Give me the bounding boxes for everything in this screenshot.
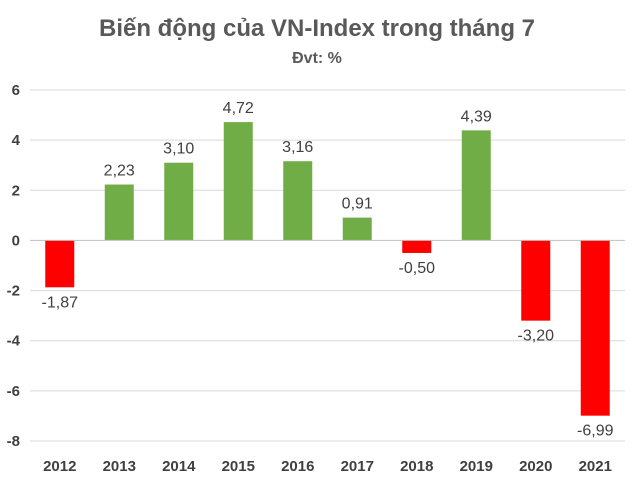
x-tick-label: 2015 [222,458,255,475]
x-tick-label: 2013 [103,458,136,475]
y-tick-label: 6 [12,82,20,99]
bar-2018 [402,240,432,253]
data-label: 3,16 [282,139,313,156]
bar-2019 [461,130,491,241]
chart-title: Biến động của VN-Index trong tháng 7 [99,15,535,42]
data-label: 4,72 [223,100,254,117]
data-label: -6,99 [577,423,614,440]
data-label: 3,10 [163,141,194,158]
data-label: -3,20 [518,328,555,345]
data-label: 2,23 [104,163,135,180]
bar-2021 [580,240,610,416]
data-label: -0,50 [399,260,436,277]
data-label: 0,91 [342,196,373,213]
y-tick-label: 2 [12,182,20,199]
y-tick-label: -8 [7,433,20,450]
chart-subtitle: Đvt: % [292,50,342,67]
x-tick-label: 2019 [460,458,493,475]
y-axis-ticks: 6 4 2 0 -2 -4 -6 -8 [7,82,21,450]
bar-2014 [164,162,194,241]
x-tick-label: 2021 [579,458,612,475]
bar-2020 [521,240,551,321]
bar-2013 [104,184,134,241]
y-tick-label: 4 [12,132,21,149]
y-tick-label: -6 [7,383,20,400]
bar-2012 [45,240,75,288]
y-tick-label: 0 [12,232,20,249]
x-tick-label: 2017 [341,458,374,475]
data-labels: -1,87 2,23 3,10 4,72 3,16 0,91 -0,50 4,39 -3,20 -… [42,100,614,440]
bar-2015 [223,122,253,241]
data-label: 4,39 [461,108,492,125]
x-tick-label: 2018 [400,458,433,475]
bars [45,122,610,416]
data-label: -1,87 [42,294,79,311]
x-axis-ticks: 2012 2013 2014 2015 2016 2017 2018 2019 2020 2021 [43,458,612,475]
y-tick-label: -2 [7,283,20,300]
x-tick-label: 2020 [519,458,552,475]
x-tick-label: 2014 [162,458,196,475]
bar-2016 [283,161,313,241]
x-tick-label: 2012 [43,458,76,475]
y-tick-label: -4 [7,333,21,350]
x-tick-label: 2016 [281,458,314,475]
bar-2017 [342,217,372,241]
